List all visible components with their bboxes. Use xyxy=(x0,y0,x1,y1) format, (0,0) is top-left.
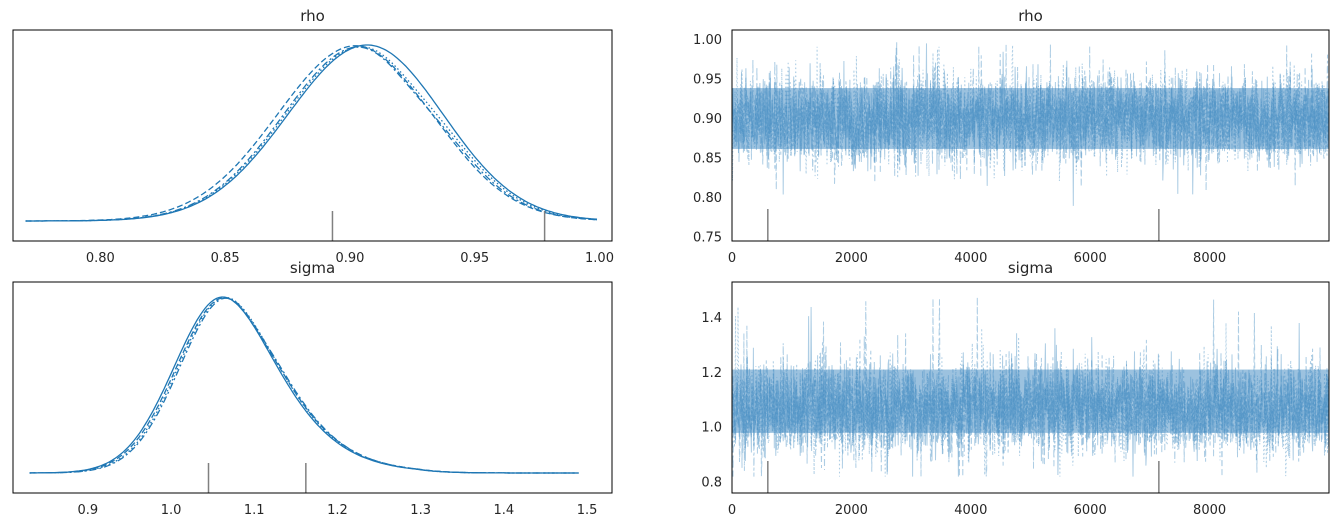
x-tick-label: 0 xyxy=(728,251,736,266)
x-tick-label: 0.90 xyxy=(335,251,364,266)
x-tick-label: 0 xyxy=(728,503,736,518)
chain-trace-line xyxy=(732,41,1329,187)
y-tick-label: 0.90 xyxy=(693,112,722,127)
trace-density-band xyxy=(732,369,1329,433)
panel-title: rho xyxy=(1018,7,1043,25)
chain-density-line xyxy=(25,45,598,222)
x-tick-label: 4000 xyxy=(954,503,987,518)
chain-density-line xyxy=(29,297,579,474)
x-tick-label: 1.3 xyxy=(410,503,431,518)
chain-density-line xyxy=(25,46,598,222)
chain-density-line xyxy=(29,296,579,474)
panel-title: rho xyxy=(300,7,325,25)
trace-density-band xyxy=(732,88,1329,149)
x-tick-label: 2000 xyxy=(835,503,868,518)
x-tick-label: 1.5 xyxy=(577,503,598,518)
sigma-density-panel: sigma 0.9 1.0 1.1 1.2 1.3 1.4 1.5 xyxy=(12,259,613,518)
x-tick-label: 0.80 xyxy=(86,251,115,266)
y-tick-label: 1.4 xyxy=(701,311,722,326)
x-tick-label: 8000 xyxy=(1193,251,1226,266)
chain-density-line xyxy=(29,296,579,474)
y-tick-label: 1.0 xyxy=(701,421,722,436)
x-tick-label: 2000 xyxy=(835,251,868,266)
x-tick-label: 1.00 xyxy=(585,251,614,266)
x-tick-label: 1.0 xyxy=(161,503,182,518)
y-tick-label: 1.00 xyxy=(693,33,722,48)
x-tick-label: 8000 xyxy=(1193,503,1226,518)
x-tick-label: 1.1 xyxy=(244,503,265,518)
sigma-trace-panel: sigma 0 2000 4000 6000 8000 0.8 1.0 1.2 1.4 xyxy=(701,259,1330,518)
y-tick-label: 0.75 xyxy=(693,231,722,246)
y-tick-label: 1.2 xyxy=(701,366,722,381)
panel-title: sigma xyxy=(1008,259,1053,277)
y-tick-label: 0.85 xyxy=(693,152,722,167)
rho-trace-panel: rho 0 2000 4000 6000 8000 0.75 0.80 0.85 0.90 0.95… xyxy=(693,7,1330,266)
x-tick-label: 0.85 xyxy=(211,251,240,266)
y-tick-label: 0.80 xyxy=(693,191,722,206)
x-tick-label: 0.95 xyxy=(460,251,489,266)
axes-frame xyxy=(12,281,613,494)
x-tick-label: 1.4 xyxy=(494,503,515,518)
chain-density-line xyxy=(29,297,579,474)
panel-title: sigma xyxy=(290,259,335,277)
x-tick-label: 6000 xyxy=(1074,503,1107,518)
y-tick-label: 0.95 xyxy=(693,72,722,87)
x-tick-label: 1.2 xyxy=(327,503,348,518)
rho-density-panel: rho 0.80 0.85 0.90 0.95 1.00 xyxy=(12,7,614,266)
axes-frame xyxy=(12,29,613,242)
axes-frame xyxy=(731,29,1330,242)
x-tick-label: 4000 xyxy=(954,251,987,266)
axes-frame xyxy=(731,281,1330,494)
x-tick-label: 6000 xyxy=(1074,251,1107,266)
x-tick-label: 0.9 xyxy=(78,503,99,518)
y-tick-label: 0.8 xyxy=(701,476,722,491)
